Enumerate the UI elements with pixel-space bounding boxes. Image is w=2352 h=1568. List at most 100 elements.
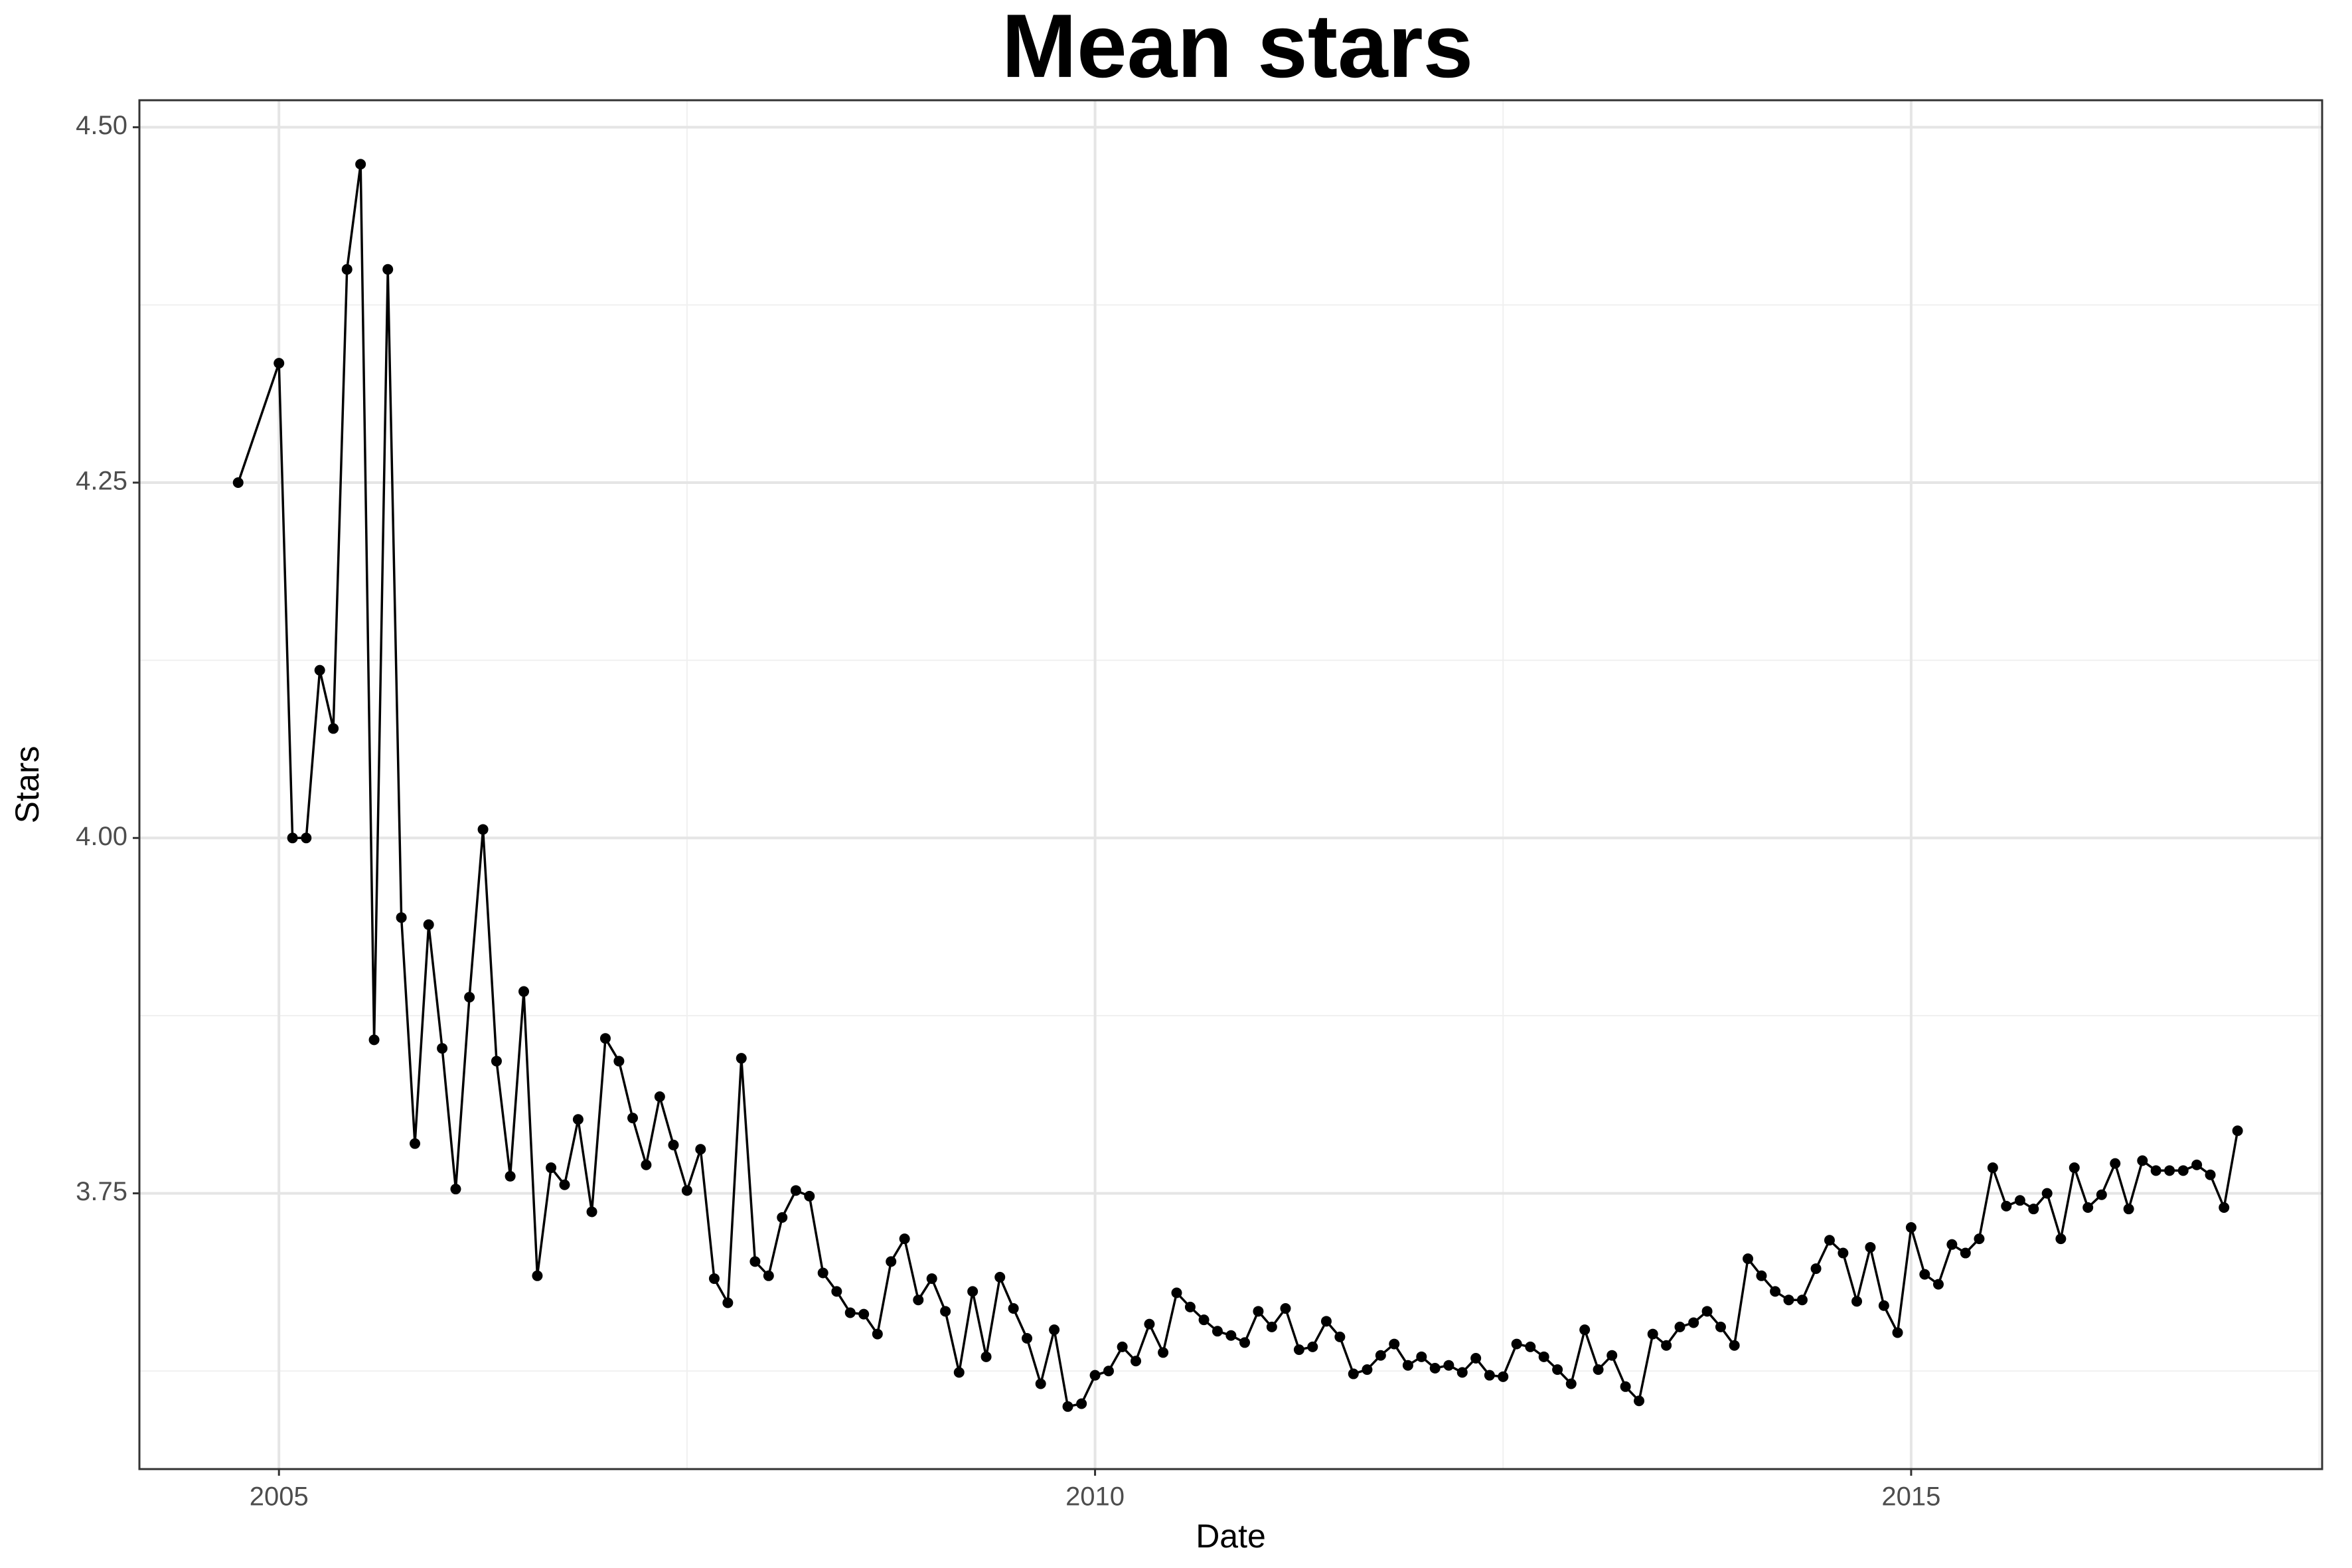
data-point — [2001, 1200, 2012, 1212]
data-point — [491, 1056, 502, 1067]
data-point — [1865, 1241, 1876, 1253]
data-point — [804, 1190, 815, 1202]
data-point — [1892, 1327, 1903, 1338]
data-point — [736, 1053, 747, 1064]
data-point — [1974, 1233, 1985, 1245]
data-point — [2137, 1155, 2148, 1166]
data-point — [722, 1297, 734, 1308]
data-point — [2232, 1125, 2243, 1137]
data-point — [1932, 1279, 1944, 1290]
data-point — [1565, 1378, 1577, 1389]
data-point — [2177, 1165, 2189, 1176]
data-point — [654, 1091, 665, 1102]
data-point — [1198, 1314, 1210, 1326]
data-point — [872, 1328, 883, 1340]
data-point — [1239, 1337, 1251, 1348]
data-point — [1688, 1317, 1699, 1328]
x-tick-label: 2010 — [1065, 1482, 1125, 1512]
chart-title: Mean stars — [1002, 0, 1474, 96]
data-point — [668, 1139, 679, 1150]
data-point — [532, 1270, 543, 1281]
data-point — [2014, 1195, 2025, 1206]
data-point — [2205, 1169, 2216, 1180]
data-point — [1824, 1235, 1835, 1246]
data-point — [886, 1256, 897, 1267]
data-point — [967, 1286, 979, 1297]
data-point — [1552, 1364, 1563, 1375]
data-point — [681, 1185, 692, 1196]
data-point — [1579, 1324, 1591, 1336]
data-point — [1103, 1366, 1114, 1377]
data-point — [1307, 1341, 1318, 1352]
data-point — [586, 1206, 597, 1217]
data-point — [2123, 1204, 2134, 1215]
data-point — [1076, 1398, 1087, 1409]
data-point — [1674, 1321, 1686, 1332]
data-point — [1171, 1287, 1182, 1298]
data-point — [437, 1043, 448, 1054]
data-point — [1375, 1350, 1386, 1361]
data-point — [1402, 1360, 1413, 1371]
data-point — [1960, 1247, 1971, 1259]
data-point — [1184, 1301, 1196, 1312]
data-point — [1701, 1306, 1713, 1317]
data-point — [477, 824, 489, 835]
data-point — [1293, 1344, 1304, 1356]
data-point — [940, 1306, 951, 1317]
y-tick-label: 4.00 — [76, 822, 127, 851]
data-point — [777, 1212, 788, 1223]
data-point — [763, 1270, 774, 1281]
data-point — [913, 1294, 924, 1306]
data-point — [518, 986, 530, 997]
data-point — [1117, 1341, 1128, 1352]
data-point — [2041, 1188, 2053, 1199]
data-point — [1783, 1294, 1794, 1306]
data-point — [450, 1184, 461, 1195]
data-point — [1715, 1321, 1726, 1332]
data-point — [1320, 1316, 1332, 1327]
data-point — [1362, 1364, 1373, 1375]
x-axis-title: Date — [1196, 1518, 1266, 1555]
data-point — [328, 723, 339, 734]
data-point — [1008, 1303, 1019, 1314]
data-point — [2055, 1233, 2067, 1245]
data-point — [2150, 1165, 2161, 1176]
data-point — [1770, 1286, 1781, 1297]
data-point — [817, 1267, 828, 1279]
data-point — [1035, 1378, 1046, 1389]
data-point — [1022, 1333, 1033, 1344]
data-point — [410, 1138, 421, 1149]
data-point — [2164, 1165, 2175, 1176]
data-point — [505, 1170, 516, 1182]
x-tick-label: 2005 — [250, 1482, 309, 1512]
data-point — [858, 1308, 870, 1320]
data-point — [1389, 1338, 1400, 1350]
data-point — [1661, 1340, 1672, 1351]
data-point — [2082, 1202, 2094, 1214]
data-point — [1089, 1370, 1101, 1381]
data-point — [994, 1271, 1006, 1283]
data-point — [2219, 1202, 2230, 1214]
data-point — [1348, 1368, 1359, 1379]
data-point — [572, 1114, 584, 1125]
data-point — [355, 159, 366, 170]
data-point — [831, 1286, 842, 1297]
data-point — [1796, 1294, 1808, 1306]
data-point — [899, 1233, 910, 1245]
data-point — [1607, 1350, 1618, 1361]
data-point — [1253, 1306, 1264, 1317]
data-point — [1225, 1330, 1237, 1341]
data-point — [464, 992, 475, 1003]
data-point — [1144, 1318, 1155, 1330]
data-point — [396, 912, 407, 923]
data-point — [1525, 1341, 1536, 1352]
data-line — [237, 163, 2239, 1408]
data-point — [1158, 1347, 1169, 1358]
data-point — [980, 1351, 992, 1362]
data-point — [1456, 1367, 1468, 1378]
y-tick-label: 4.25 — [76, 467, 127, 496]
data-point — [2028, 1204, 2039, 1215]
data-point — [1810, 1263, 1822, 1275]
